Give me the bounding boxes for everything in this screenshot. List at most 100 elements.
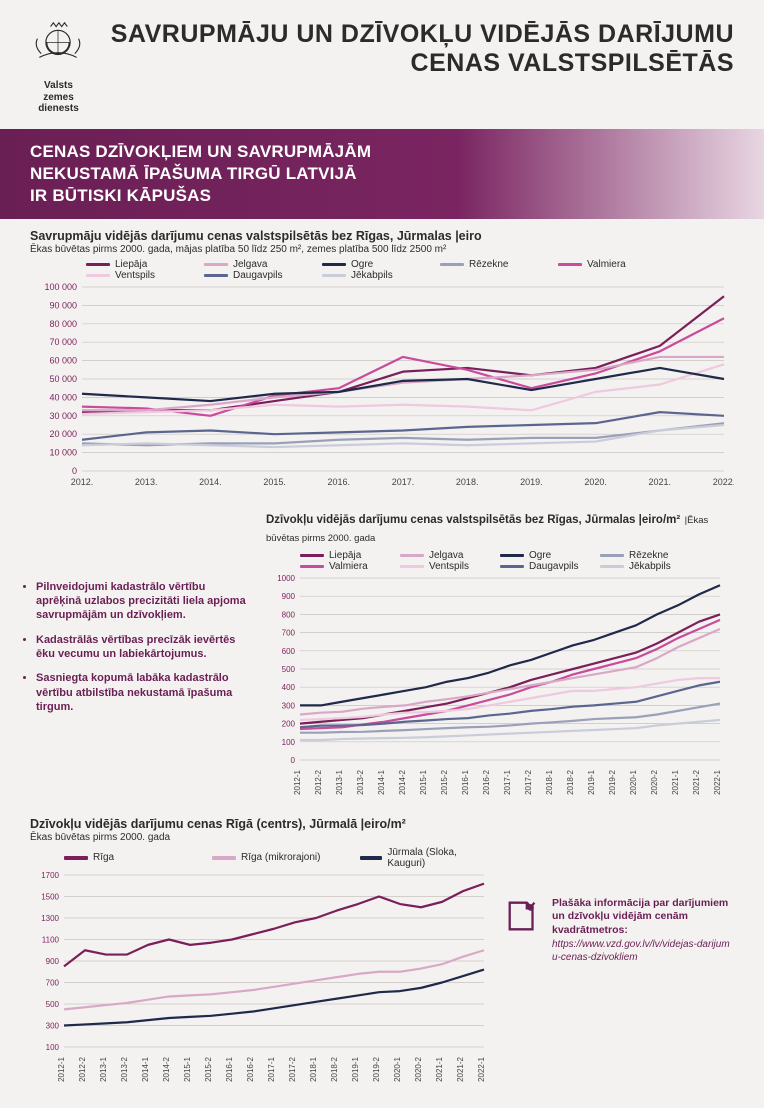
svg-text:2013-1: 2013-1	[99, 1056, 108, 1081]
svg-text:2018.: 2018.	[456, 477, 479, 487]
svg-text:600: 600	[282, 647, 296, 656]
legend-label: Jēkabpils	[351, 270, 393, 281]
legend-label: Daugavpils	[529, 561, 578, 572]
svg-text:500: 500	[46, 1000, 60, 1009]
legend-swatch	[558, 263, 582, 267]
chart2-legend: Liepāja Jelgava Ogre Rēzekne Valmiera Ventspi…	[300, 550, 734, 572]
info-text: Plašāka informācija par darījumiem un dz…	[552, 897, 734, 965]
svg-text:2012.: 2012.	[71, 477, 94, 487]
svg-text:2015-2: 2015-2	[204, 1056, 213, 1081]
legend-label: Jelgava	[429, 550, 463, 561]
svg-text:2015-2: 2015-2	[440, 769, 449, 794]
svg-text:2018-1: 2018-1	[309, 1056, 318, 1081]
legend-swatch	[400, 554, 424, 558]
chart1-svg: 010 00020 00030 00040 00050 00060 00070 …	[30, 283, 734, 493]
svg-text:200: 200	[282, 719, 296, 728]
svg-text:2019-1: 2019-1	[351, 1056, 360, 1081]
svg-text:1700: 1700	[41, 871, 59, 880]
legend-swatch	[360, 856, 382, 860]
bullet-item: Sasniegta kopumā labāka kadastrālo vērtī…	[36, 671, 252, 714]
svg-text:700: 700	[282, 628, 296, 637]
svg-text:2015-1: 2015-1	[183, 1056, 192, 1081]
legend-swatch	[86, 274, 110, 278]
svg-text:2016-2: 2016-2	[246, 1056, 255, 1081]
logo-block: Valsts zemesdienests	[30, 20, 87, 115]
legend-item: Jēkabpils	[322, 270, 422, 281]
svg-text:2014-1: 2014-1	[141, 1056, 150, 1081]
svg-text:2014-2: 2014-2	[162, 1056, 171, 1081]
svg-text:2015-1: 2015-1	[419, 769, 428, 794]
svg-text:0: 0	[72, 466, 77, 476]
svg-text:2016-1: 2016-1	[461, 769, 470, 794]
svg-text:300: 300	[46, 1021, 60, 1030]
svg-text:2020-1: 2020-1	[393, 1056, 402, 1081]
header: Valsts zemesdienests SAVRUPMĀJU UN DZĪVO…	[0, 0, 764, 129]
legend-label: Jūrmala (Sloka, Kauguri)	[387, 847, 490, 869]
svg-text:0: 0	[291, 756, 296, 765]
legend-item: Ventspils	[400, 561, 488, 572]
svg-text:2019-1: 2019-1	[587, 769, 596, 794]
legend-swatch	[440, 263, 464, 267]
coat-of-arms-icon	[30, 20, 86, 76]
legend-item: Rīga (mikrorajoni)	[212, 847, 342, 869]
legend-item: Valmiera	[300, 561, 388, 572]
svg-text:2021.: 2021.	[649, 477, 672, 487]
legend-item: Rēzekne	[600, 550, 688, 561]
legend-swatch	[322, 274, 346, 278]
legend-swatch	[86, 263, 110, 267]
svg-text:2018-1: 2018-1	[545, 769, 554, 794]
legend-swatch	[212, 856, 236, 860]
chart1-block: Savrupmāju vidējās darījumu cenas valsts…	[0, 219, 764, 504]
svg-text:50 000: 50 000	[49, 374, 77, 384]
svg-text:2021-1: 2021-1	[435, 1056, 444, 1081]
legend-label: Valmiera	[329, 561, 368, 572]
mid-row: Pilnveidojumi kadastrālo vērtību aprēķin…	[0, 504, 764, 811]
svg-text:2012-2: 2012-2	[314, 769, 323, 794]
legend-label: Ventspils	[115, 270, 155, 281]
svg-text:2016-2: 2016-2	[482, 769, 491, 794]
legend-label: Jelgava	[233, 259, 267, 270]
legend-swatch	[322, 263, 346, 267]
svg-text:2020-2: 2020-2	[414, 1056, 423, 1081]
legend-swatch	[300, 565, 324, 569]
svg-text:2013-1: 2013-1	[335, 769, 344, 794]
svg-text:40 000: 40 000	[49, 392, 77, 402]
legend-label: Rīga (mikrorajoni)	[241, 852, 320, 863]
chart1-title: Savrupmāju vidējās darījumu cenas valsts…	[30, 229, 734, 243]
info-box: Plašāka informācija par darījumiem un dz…	[504, 817, 734, 1096]
svg-text:2017-1: 2017-1	[267, 1056, 276, 1081]
svg-text:2020-2: 2020-2	[650, 769, 659, 794]
legend-label: Liepāja	[329, 550, 361, 561]
legend-label: Ogre	[351, 259, 373, 270]
svg-text:2014.: 2014.	[199, 477, 222, 487]
svg-text:1500: 1500	[41, 892, 59, 901]
svg-text:2020.: 2020.	[584, 477, 607, 487]
svg-text:900: 900	[46, 957, 60, 966]
svg-text:800: 800	[282, 610, 296, 619]
svg-text:100 000: 100 000	[44, 283, 77, 292]
bullet-item: Kadastrālās vērtības precīzāk ievērtēs ē…	[36, 633, 252, 662]
legend-item: Jūrmala (Sloka, Kauguri)	[360, 847, 490, 869]
legend-item: Jēkabpils	[600, 561, 688, 572]
svg-text:2013.: 2013.	[135, 477, 158, 487]
legend-swatch	[600, 565, 624, 569]
svg-text:500: 500	[282, 665, 296, 674]
bullet-list: Pilnveidojumi kadastrālo vērtību aprēķin…	[22, 510, 252, 809]
legend-item: Ventspils	[86, 270, 186, 281]
page-title: SAVRUPMĀJU UN DZĪVOKĻU VIDĒJĀS DARĪJUMU …	[87, 20, 734, 78]
legend-label: Rēzekne	[629, 550, 668, 561]
legend-label: Ogre	[529, 550, 551, 561]
logo-label: Valsts zemesdienests	[30, 80, 87, 115]
svg-text:2012-1: 2012-1	[293, 769, 302, 794]
legend-item: Ogre	[322, 259, 422, 270]
legend-label: Daugavpils	[233, 270, 282, 281]
svg-text:2017.: 2017.	[392, 477, 415, 487]
svg-text:2014-2: 2014-2	[398, 769, 407, 794]
legend-item: Valmiera	[558, 259, 658, 270]
svg-text:2017-2: 2017-2	[524, 769, 533, 794]
svg-text:100: 100	[46, 1043, 60, 1052]
svg-text:2019.: 2019.	[520, 477, 543, 487]
legend-item: Daugavpils	[500, 561, 588, 572]
svg-text:10 000: 10 000	[49, 447, 77, 457]
info-bold: Plašāka informācija par darījumiem un dz…	[552, 897, 728, 936]
